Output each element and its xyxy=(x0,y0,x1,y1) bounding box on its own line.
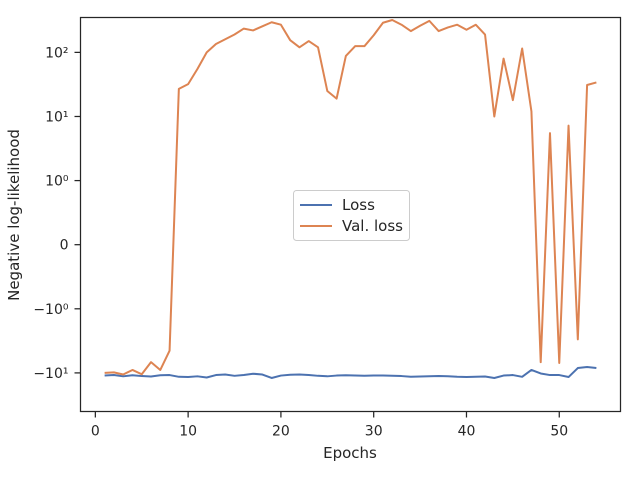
x-axis-title: Epochs xyxy=(323,444,377,462)
x-tick-label: 0 xyxy=(91,424,100,440)
x-tick-label: 20 xyxy=(272,424,290,440)
x-tick-label: 50 xyxy=(550,424,568,440)
y-tick-label: 0 xyxy=(60,238,69,254)
legend-label-val-loss: Val. loss xyxy=(342,217,403,235)
y-tick-label: 10¹ xyxy=(45,109,68,125)
plot-frame xyxy=(79,16,622,413)
legend-label-loss: Loss xyxy=(342,196,375,214)
series-line-loss xyxy=(104,366,597,379)
series-line-val-loss xyxy=(104,18,597,376)
y-axis-ticks: −10¹ −10⁰ 0 10⁰ 10¹ 10² xyxy=(33,45,81,382)
x-axis-ticks: 0 10 20 30 40 50 xyxy=(91,411,568,440)
x-tick-label: 40 xyxy=(458,424,476,440)
legend-box xyxy=(293,190,410,241)
y-tick-label: −10⁰ xyxy=(33,302,69,318)
legend: Loss Val. loss xyxy=(293,190,410,241)
x-tick-label: 10 xyxy=(179,424,197,440)
y-tick-label: 10⁰ xyxy=(45,174,69,190)
y-tick-label: 10² xyxy=(45,45,68,61)
y-tick-label: −10¹ xyxy=(33,366,68,382)
plot-lines xyxy=(104,18,597,379)
y-axis-title: Negative log-likelihood xyxy=(5,129,23,301)
x-tick-label: 30 xyxy=(365,424,383,440)
